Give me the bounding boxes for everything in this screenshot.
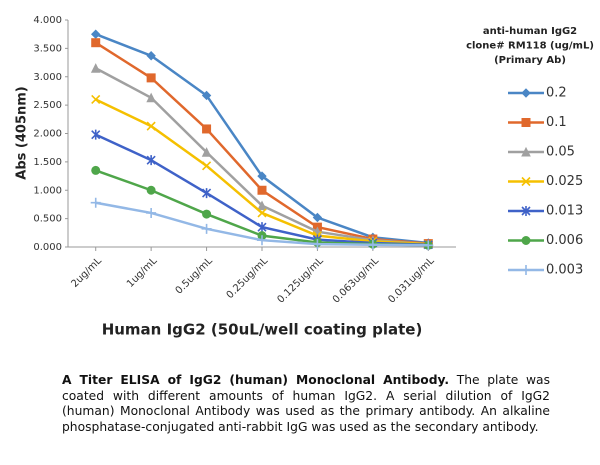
caption-title: A Titer ELISA of IgG2 (human) Monoclonal… xyxy=(62,373,450,387)
marker xyxy=(521,265,531,275)
marker xyxy=(521,146,531,157)
marker xyxy=(91,129,101,140)
marker xyxy=(91,165,101,175)
x-tick-label: 0.031ug/mL xyxy=(386,255,437,306)
legend-title: clone# RM118 (ug/mL) xyxy=(466,41,594,52)
marker xyxy=(91,38,101,48)
marker xyxy=(146,121,156,131)
y-tick-label: 1.500 xyxy=(33,157,62,168)
marker xyxy=(521,236,531,245)
marker xyxy=(521,88,531,98)
marker xyxy=(257,185,267,195)
chart: Abs (405nm) Human IgG2 (50uL/well coatin… xyxy=(15,15,594,339)
marker xyxy=(312,239,323,250)
marker xyxy=(521,206,531,216)
marker xyxy=(257,171,267,181)
y-tick-label: 0.500 xyxy=(33,214,62,225)
series-line xyxy=(95,67,429,246)
marker xyxy=(202,161,212,171)
marker xyxy=(201,90,212,101)
x-tick-label: 1ug/mL xyxy=(125,255,160,290)
marker xyxy=(367,239,378,250)
legend-label: 0.013 xyxy=(546,204,583,219)
x-tick-label: 0.5ug/mL xyxy=(174,255,216,297)
marker xyxy=(146,207,157,218)
marker xyxy=(257,208,267,218)
x-tick-label: 0.125ug/mL xyxy=(275,255,326,306)
marker xyxy=(312,212,323,223)
legend-label: 0.006 xyxy=(546,233,583,248)
marker xyxy=(257,200,267,211)
marker xyxy=(146,185,156,195)
y-tick-label: 2.000 xyxy=(33,129,62,140)
marker xyxy=(146,92,156,103)
legend-title: (Primary Ab) xyxy=(494,55,566,66)
legend-title: anti-human IgG2 xyxy=(483,26,577,37)
marker xyxy=(521,118,531,127)
y-tick-label: 4.000 xyxy=(33,15,62,26)
x-tick-label: 0.063ug/mL xyxy=(331,255,382,306)
marker xyxy=(91,94,101,105)
marker xyxy=(146,155,156,166)
x-axis-title: Human IgG2 (50uL/well coating plate) xyxy=(102,321,423,339)
x-tick-label: 0.25ug/mL xyxy=(225,255,271,301)
caption-text: The plate was coated with different amou… xyxy=(62,373,550,434)
marker xyxy=(202,124,212,134)
marker xyxy=(257,222,267,233)
legend-label: 0.05 xyxy=(546,145,575,160)
marker xyxy=(90,197,101,208)
marker xyxy=(201,147,212,157)
marker xyxy=(201,223,212,234)
legend-label: 0.003 xyxy=(546,263,583,278)
y-tick-label: 3.500 xyxy=(33,43,62,54)
legend-label: 0.2 xyxy=(546,86,567,101)
marker xyxy=(202,188,212,199)
y-tick-label: 3.000 xyxy=(33,72,62,83)
marker xyxy=(202,209,212,219)
marker xyxy=(146,51,156,61)
marker xyxy=(146,73,156,83)
marker xyxy=(91,29,101,39)
marker xyxy=(90,63,101,73)
y-tick-label: 0.000 xyxy=(33,242,62,253)
y-axis-title: Abs (405nm) xyxy=(15,86,30,179)
legend-label: 0.025 xyxy=(546,174,583,189)
caption: A Titer ELISA of IgG2 (human) Monoclonal… xyxy=(62,373,550,435)
x-tick-label: 2ug/mL xyxy=(69,255,104,290)
marker xyxy=(257,235,267,246)
marker xyxy=(521,176,531,187)
legend-label: 0.1 xyxy=(546,115,567,130)
y-tick-label: 1.000 xyxy=(33,185,62,196)
marker xyxy=(423,240,434,251)
y-tick-label: 2.500 xyxy=(33,100,62,111)
